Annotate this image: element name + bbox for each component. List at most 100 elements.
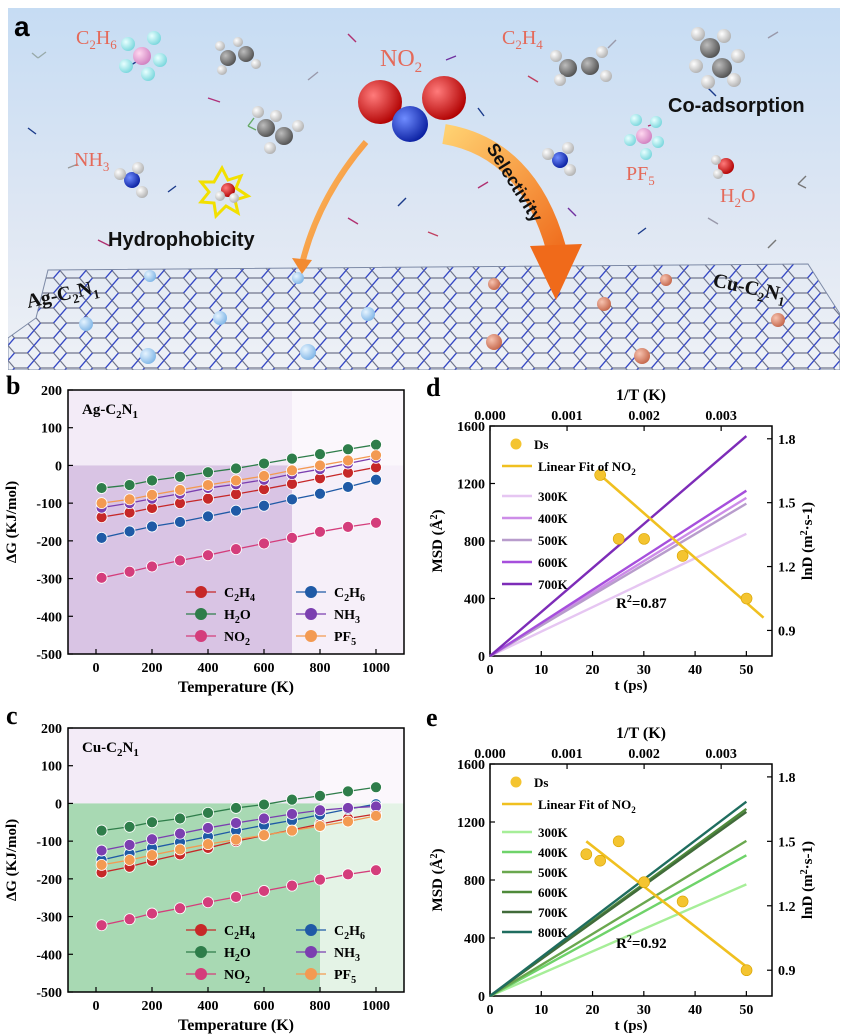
pf5-label: PF5: [626, 163, 655, 188]
y-tick-label: 200: [41, 384, 62, 399]
legend-marker-C2H6: [305, 586, 317, 598]
legend-label-700K: 700K: [538, 577, 569, 592]
point-H2O: [230, 462, 242, 475]
point-NH3: [286, 808, 298, 820]
right-y-axis-label: lnD (m2·s-1): [799, 841, 816, 919]
point-H2O: [146, 474, 158, 487]
legend-marker-C2H6: [305, 924, 317, 936]
point-H2O: [202, 466, 214, 479]
legend-label-fit: Linear Fit of NO2: [538, 459, 636, 477]
point-H2O: [286, 452, 298, 465]
svg-text:C2H6: C2H6: [76, 27, 117, 52]
legend-marker-C2H4: [195, 924, 207, 936]
r-squared-label: R2=0.92: [616, 934, 667, 952]
shade-top-left: [68, 728, 320, 804]
point-H2O: [146, 816, 158, 829]
svg-text:PF5: PF5: [626, 163, 655, 188]
point-H2O: [95, 824, 108, 837]
top-x-tick-label: 0.001: [551, 747, 583, 762]
right-y-tick-label: 1.8: [778, 433, 796, 448]
legend-label-ds: Ds: [534, 437, 548, 452]
hydrophobicity-star-icon: [197, 164, 252, 220]
point-NH3: [342, 802, 354, 814]
pf5-molecule: [624, 114, 664, 160]
plot-frame: [67, 727, 405, 993]
point-NH3: [258, 812, 270, 825]
point-NH3: [123, 839, 136, 851]
point-NO2: [370, 516, 382, 529]
nh3-label: NH3: [74, 149, 109, 174]
x-axis-label: Temperature (K): [178, 679, 294, 696]
x-tick-label: 10: [534, 1003, 548, 1018]
point-PF5: [370, 449, 382, 462]
point-H2O: [174, 812, 186, 825]
y-tick-label: -400: [36, 610, 62, 625]
svg-text:NH3: NH3: [74, 149, 109, 174]
svg-text:C2H4: C2H4: [502, 27, 543, 52]
top-x-tick-label: 0.003: [705, 409, 737, 424]
linear-fit-line: [599, 474, 765, 619]
h2o-label: H2O: [720, 185, 755, 210]
point-H2O: [123, 479, 136, 491]
point-PF5: [342, 454, 354, 467]
legend-label-H2O: H2O: [224, 946, 251, 964]
y-tick-label: -100: [36, 497, 62, 512]
legend-label-C2H6: C2H6: [334, 924, 365, 942]
no2-molecule: [358, 76, 466, 142]
y-tick-label: -100: [36, 835, 62, 850]
ds-point: [594, 854, 606, 867]
x-axis-label: Temperature (K): [178, 1017, 294, 1034]
x-tick-label: 200: [142, 661, 163, 676]
msd-line-500K: [489, 839, 747, 998]
legend-label-500K: 500K: [538, 865, 569, 880]
ds-point: [676, 895, 689, 908]
legend-label-500K: 500K: [538, 533, 569, 548]
x-tick-label: 1000: [362, 661, 390, 676]
shade-bottom-right: [292, 465, 404, 654]
legend-label-NO2: NO2: [224, 968, 250, 986]
c2h6-label: C2H6: [76, 27, 117, 52]
point-NO2: [314, 873, 326, 886]
msd-line-300K: [489, 532, 747, 658]
msd-line-800K: [489, 800, 748, 997]
legend-marker-NH3: [305, 608, 317, 620]
right-y-tick-label: 0.9: [778, 624, 796, 639]
legend-label-600K: 600K: [538, 555, 569, 570]
legend-marker-NH3: [305, 946, 317, 958]
point-NO2: [123, 565, 136, 578]
point-NO2: [342, 868, 354, 881]
y-tick-label: -300: [36, 911, 62, 926]
point-H2O: [258, 798, 270, 811]
point-PF5: [314, 820, 326, 832]
legend-label-NH3: NH3: [334, 608, 360, 626]
ds-point: [594, 469, 606, 481]
panel-e-chart: e 0 400 800 1200 1600 0 10 20 30 40 50 0.000 0.001 0.0…: [426, 703, 816, 1034]
r-squared-label: R2=0.87: [616, 594, 667, 612]
point-PF5: [95, 859, 108, 871]
legend-label-C2H4: C2H4: [224, 586, 255, 604]
right-y-tick-label: 1.2: [778, 900, 796, 915]
y-tick-label: 1200: [457, 478, 485, 493]
point-NO2: [95, 571, 108, 584]
selectivity-arrow: [442, 124, 566, 251]
y-tick-label: 0: [55, 459, 62, 474]
inset-label: Ag-C2N1: [82, 402, 138, 421]
point-PF5: [95, 497, 108, 510]
panel-c-chart: c -500 -400 -300 -200 -100 0 100 200 0 200 400 600 80…: [4, 701, 405, 1034]
point-PF5: [286, 824, 298, 837]
point-PF5: [202, 838, 214, 851]
x-axis-label: t (ps): [615, 1018, 648, 1034]
right-y-tick-label: 1.2: [778, 561, 796, 576]
x-tick-label: 200: [142, 999, 163, 1014]
co-adsorption-molecule: [689, 27, 745, 89]
point-NH3: [174, 827, 186, 840]
point-NH3: [95, 844, 108, 857]
c2h6-molecule: [119, 31, 167, 81]
y-tick-label: 200: [41, 722, 62, 737]
y-tick-label: 800: [464, 874, 485, 889]
point-C2H6: [123, 525, 136, 538]
y-tick-label: 1600: [457, 420, 485, 435]
legend-label-NO2: NO2: [224, 630, 250, 648]
legend-label-700K: 700K: [538, 905, 569, 920]
point-H2O: [342, 785, 354, 798]
